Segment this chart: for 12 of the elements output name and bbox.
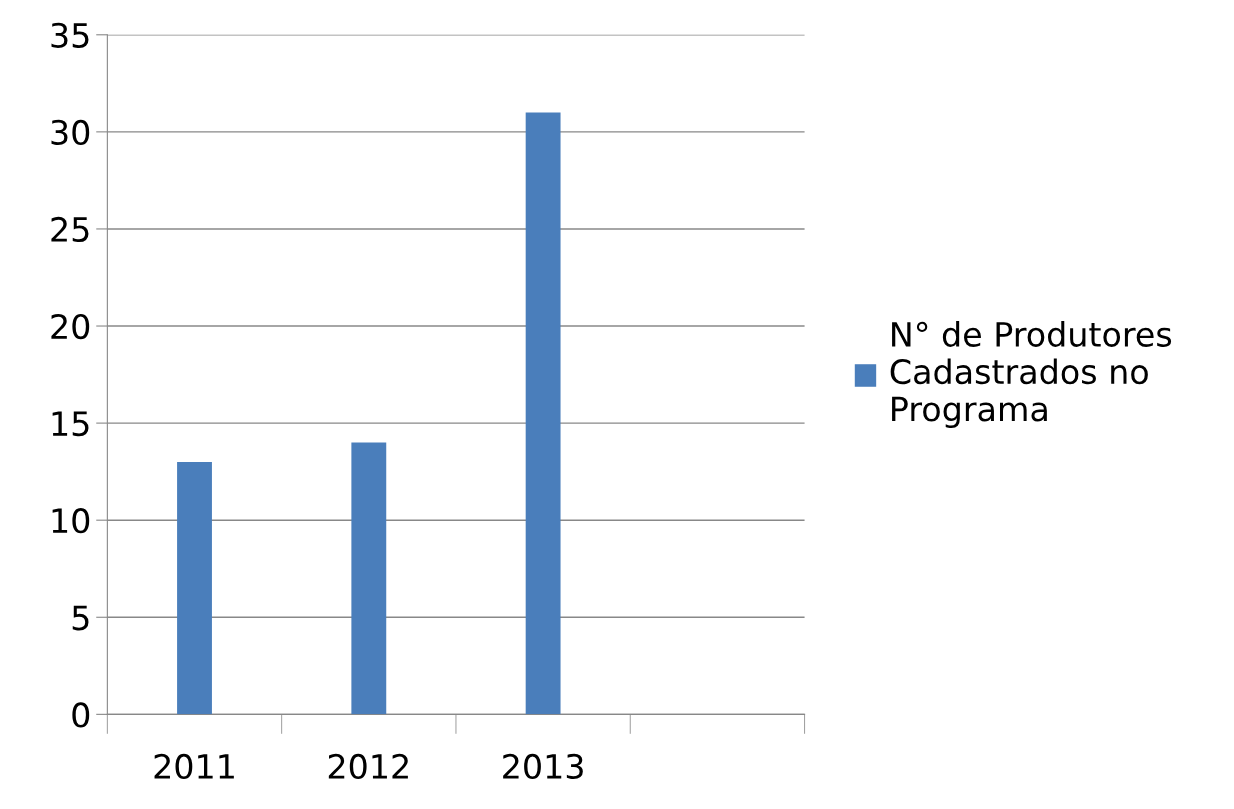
y-tick-label: 10 bbox=[52, 508, 90, 534]
legend-label: N° de Produtores Cadastrados no Programa bbox=[890, 321, 1172, 429]
x-tick-label: 2011 bbox=[154, 753, 234, 780]
y-tick-label: 15 bbox=[52, 411, 89, 437]
y-tick-label: 0 bbox=[72, 702, 90, 728]
y-tick-label: 20 bbox=[51, 313, 90, 340]
x-tick-label: 2013 bbox=[503, 753, 583, 780]
y-tick-label: 25 bbox=[51, 216, 89, 243]
y-tick-label: 5 bbox=[72, 605, 89, 631]
y-tick-label: 35 bbox=[51, 22, 89, 48]
x-tick-label: 2012 bbox=[328, 753, 408, 780]
y-tick-label: 30 bbox=[51, 119, 90, 146]
